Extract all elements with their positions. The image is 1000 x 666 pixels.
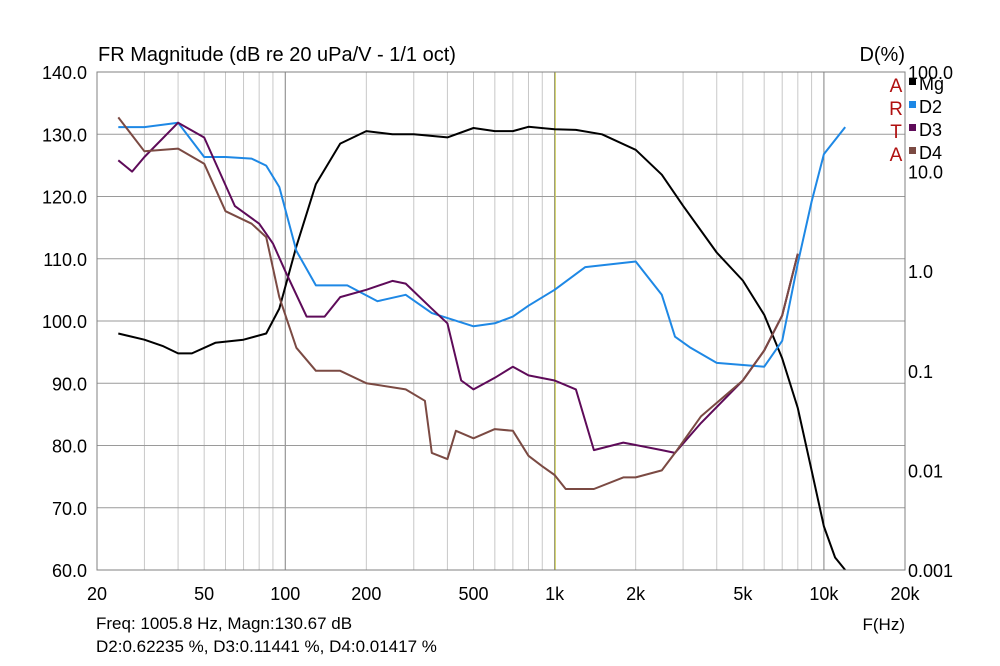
legend-label-d2: D2 [919, 97, 942, 117]
watermark-letter: T [890, 122, 902, 143]
y2-tick-label: 0.001 [908, 561, 953, 581]
y-tick-label: 70.0 [52, 499, 87, 519]
y-tick-label: 80.0 [52, 437, 87, 457]
legend: Mg D2 D3 D4 [909, 74, 944, 163]
watermark-letter: A [890, 145, 903, 166]
legend-label-d3: D3 [919, 120, 942, 140]
series-line-d2 [118, 121, 846, 368]
x-tick-labels: 20 50 100 200 500 1k 2k 5k 10k 20k [87, 584, 921, 604]
x-tick-label: 200 [351, 584, 381, 604]
legend-swatch-mg [909, 78, 916, 85]
x-tick-label: 20 [87, 584, 107, 604]
y-tick-label: 90.0 [52, 374, 87, 394]
y-tick-label: 140.0 [42, 63, 87, 83]
y-tick-label: 100.0 [42, 312, 87, 332]
y2-tick-label: 10.0 [908, 163, 943, 183]
series-line-mg [118, 125, 846, 571]
legend-swatch-d2 [909, 101, 916, 108]
plot-frame [96, 71, 906, 571]
x-tick-label: 10k [809, 584, 839, 604]
series-line-d4 [117, 116, 799, 490]
distortion-readout: D2:0.62235 %, D3:0.11441 %, D4:0.01417 % [96, 637, 437, 656]
legend-swatch-d4 [909, 147, 916, 154]
series-layer [117, 116, 846, 571]
x-tick-label: 5k [733, 584, 753, 604]
x-tick-label: 2k [626, 584, 646, 604]
y2-tick-label: 1.0 [908, 262, 933, 282]
y-tick-labels: 60.0 70.0 80.0 90.0 100.0 110.0 120.0 130.0 140.… [42, 63, 87, 581]
legend-label-d4: D4 [919, 143, 942, 163]
y-tick-label: 120.0 [42, 188, 87, 208]
y-tick-label: 60.0 [52, 561, 87, 581]
x-tick-label: 1k [545, 584, 565, 604]
legend-swatch-d3 [909, 124, 916, 131]
y2-tick-labels: 0.001 0.01 0.1 1.0 10.0 100.0 [908, 63, 953, 581]
legend-label-mg: Mg [919, 74, 944, 94]
y2-tick-label: 0.1 [908, 362, 933, 382]
y2-tick-label: 100.0 [908, 63, 953, 83]
x-tick-label: 20k [890, 584, 920, 604]
watermark-letter: R [889, 99, 903, 120]
x-tick-label: 500 [458, 584, 488, 604]
right-axis-title: D(%) [859, 44, 905, 66]
x-axis-label: F(Hz) [863, 615, 905, 634]
cursor-readout: Freq: 1005.8 Hz, Magn:130.67 dB [96, 614, 353, 633]
y-tick-label: 130.0 [42, 125, 87, 145]
y2-tick-label: 0.01 [908, 461, 943, 481]
series-line-d3 [117, 121, 799, 454]
grid [97, 72, 905, 570]
watermark-letter: A [890, 76, 903, 97]
y-tick-label: 110.0 [43, 250, 87, 270]
x-tick-label: 100 [270, 584, 300, 604]
x-tick-label: 50 [194, 584, 214, 604]
chart-title: FR Magnitude (dB re 20 uPa/V - 1/1 oct) [98, 44, 456, 66]
